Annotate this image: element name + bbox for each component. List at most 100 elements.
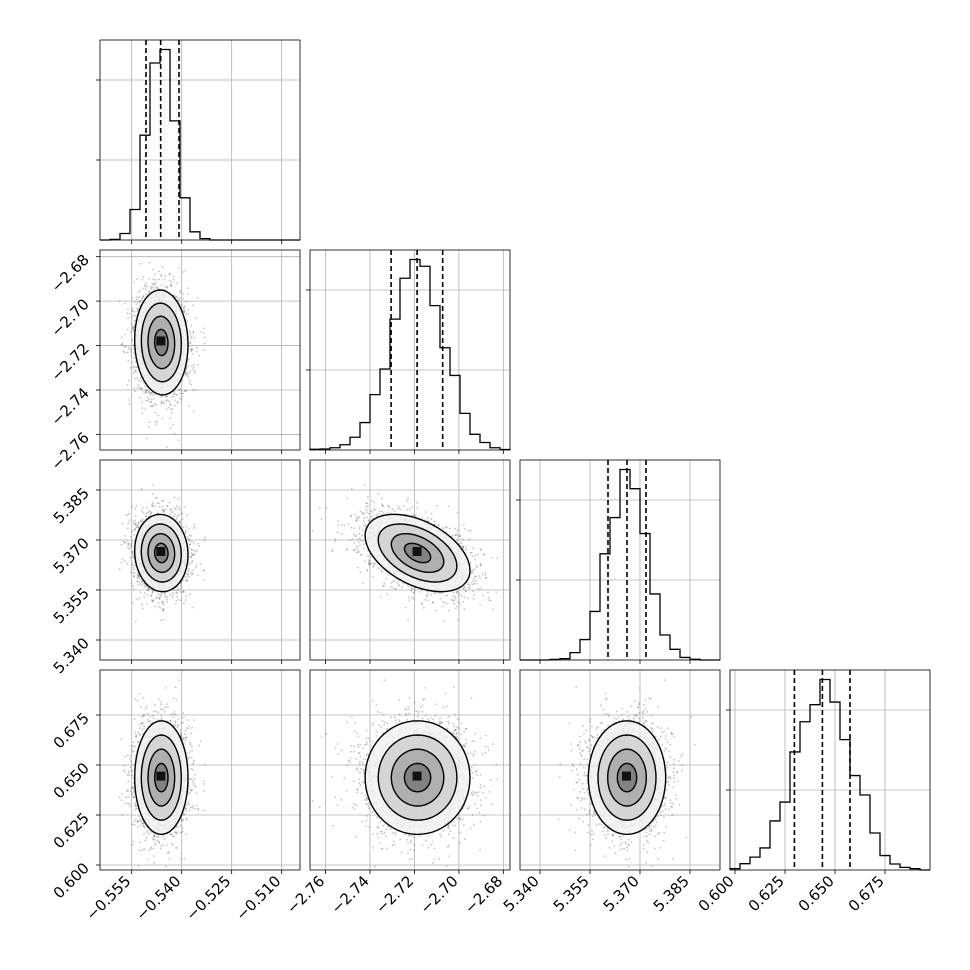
sample-point: [170, 284, 172, 286]
sample-point: [178, 514, 181, 517]
sample-point: [180, 390, 183, 392]
sample-point: [174, 399, 177, 402]
sample-point: [133, 310, 136, 313]
sample-point: [144, 389, 147, 392]
sample-point: [164, 274, 167, 277]
sample-point: [133, 319, 136, 322]
sample-point: [171, 412, 173, 415]
sample-point: [177, 588, 180, 591]
sample-point: [140, 407, 143, 410]
sample-point: [128, 519, 131, 521]
sample-point: [148, 510, 151, 513]
sample-point: [130, 581, 133, 584]
sample-point: [121, 558, 124, 561]
sample-point: [190, 325, 193, 327]
sample-point: [187, 293, 190, 295]
sample-point: [145, 293, 148, 296]
sample-point: [136, 307, 139, 310]
sample-point: [161, 284, 163, 287]
sample-point: [198, 545, 200, 547]
sample-point: [136, 298, 139, 301]
sample-point: [141, 607, 144, 610]
sample-point: [141, 279, 144, 281]
sample-point: [162, 603, 165, 606]
sample-point: [170, 407, 173, 410]
sample-point: [188, 534, 191, 536]
sample-point: [202, 327, 205, 330]
sample-point: [160, 396, 163, 398]
sample-point: [150, 398, 153, 401]
sample-point: [194, 566, 197, 568]
sample-point: [158, 505, 161, 508]
sample-point: [188, 543, 191, 546]
y-tick-label: −2.72: [48, 340, 93, 385]
sample-point: [135, 524, 138, 527]
sample-point: [151, 591, 154, 593]
sample-point: [197, 542, 200, 545]
sample-point: [137, 583, 140, 586]
sample-point: [145, 506, 148, 509]
sample-point: [152, 284, 155, 286]
sample-point: [159, 597, 161, 600]
sample-point: [153, 288, 155, 291]
panel-frame: [99, 39, 301, 241]
sample-point: [137, 291, 140, 293]
sample-point: [185, 595, 187, 597]
sample-point: [148, 290, 151, 293]
sample-point: [143, 586, 146, 589]
sample-point: [191, 365, 193, 367]
sample-point: [146, 284, 149, 287]
sample-point: [178, 521, 181, 524]
sample-point: [137, 308, 139, 311]
sample-point: [126, 514, 129, 516]
sample-point: [178, 388, 181, 391]
sample-point: [169, 513, 172, 516]
sample-point: [131, 505, 134, 508]
sample-point: [145, 391, 148, 394]
sample-point: [170, 285, 173, 288]
sample-point: [188, 382, 191, 384]
sample-point: [146, 389, 148, 391]
sample-point: [203, 539, 206, 541]
sample-point: [118, 300, 121, 302]
sample-point: [129, 545, 132, 548]
sample-point: [166, 395, 169, 398]
sample-point: [120, 336, 123, 339]
sample-point: [154, 273, 156, 276]
sample-point: [162, 609, 165, 612]
sample-point: [122, 350, 125, 353]
sample-point: [191, 304, 194, 307]
sample-point: [134, 620, 137, 623]
sample-point: [191, 606, 194, 609]
sample-point: [156, 287, 159, 290]
sample-point: [146, 390, 149, 392]
sample-point: [169, 273, 171, 276]
sample-point: [141, 580, 143, 583]
sample-point: [161, 506, 164, 508]
sample-point: [152, 394, 155, 396]
sample-point: [156, 502, 159, 505]
sample-point: [175, 295, 177, 298]
sample-point: [155, 596, 158, 598]
sample-point: [152, 404, 155, 407]
sample-point: [195, 564, 198, 566]
sample-point: [154, 278, 157, 281]
sample-point: [145, 282, 147, 284]
sample-point: [136, 572, 139, 575]
sample-point: [187, 570, 190, 572]
y-tick-label: −2.68: [48, 251, 93, 296]
sample-point: [157, 605, 160, 608]
sample-point: [163, 607, 165, 610]
sample-point: [135, 303, 138, 306]
sample-point: [203, 332, 205, 335]
sample-point: [192, 410, 195, 413]
sample-point: [136, 278, 139, 280]
sample-point: [184, 389, 186, 392]
sample-point: [169, 404, 172, 407]
sample-point: [125, 514, 127, 516]
panel-background: [310, 250, 510, 450]
histogram-panel-param-2: [306, 249, 511, 454]
sample-point: [132, 520, 135, 523]
sample-point: [176, 514, 179, 517]
sample-point: [193, 337, 196, 339]
